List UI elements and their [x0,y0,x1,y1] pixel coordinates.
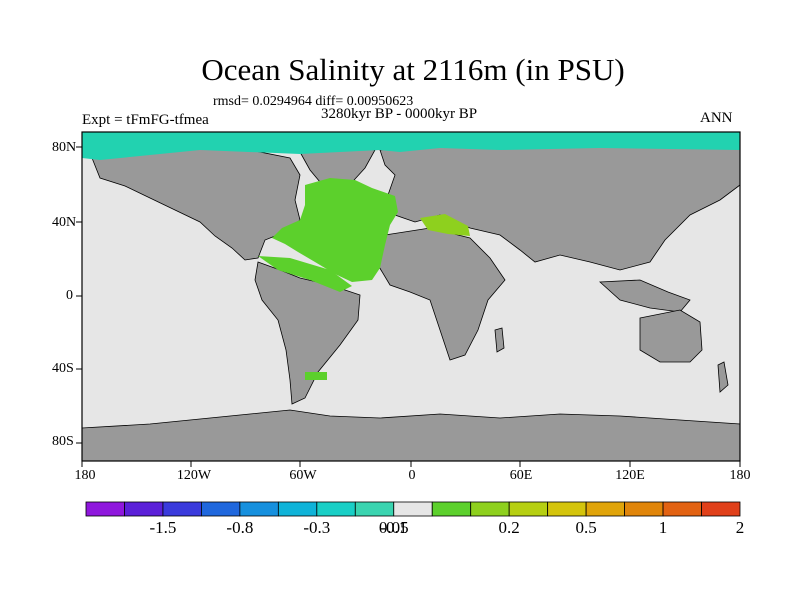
colorbar-swatch [585,501,625,517]
colorbar-swatch [201,501,241,517]
colorbar-label: -0.3 [303,518,331,537]
colorbar-swatch [508,501,549,517]
y-tick-label: 40S [52,361,74,376]
colorbar-swatch [239,501,279,517]
colorbar-swatch [316,501,356,517]
x-tick-label: 60E [509,468,533,483]
experiment-label: Expt = tFmFG-tfmea [82,112,209,128]
maritime-continent [599,279,691,313]
land-masses [81,139,741,462]
x-tick-label: 60W [289,468,317,483]
axis-ticks [76,146,741,467]
season-label: ANN [700,110,733,126]
colorbar-label: 2 [735,518,745,537]
y-tick-label: 0 [66,288,73,303]
x-tick-label: 180 [74,468,96,483]
colorbar-swatch [701,501,741,517]
new-zealand [717,361,729,393]
y-tick-label: 80N [52,140,77,155]
colorbar-swatch [354,501,395,517]
colorbar-swatch [162,501,202,517]
madagascar [494,327,505,353]
x-tick-label: 120E [615,468,645,483]
colorbar-swatch [124,501,164,517]
y-tick-label: 40N [52,215,77,230]
x-tick-label: 180 [729,468,751,483]
colorbar-label: 0.2 [498,518,520,537]
colorbar-swatch [662,501,702,517]
colorbar-swatch [431,501,472,517]
africa [377,227,506,361]
south-atlantic-patch [305,372,327,380]
colorbar-swatch [85,501,125,517]
colorbar-label: 0.05 [378,518,409,537]
arctic-salinity-anomaly [82,132,740,160]
colorbar-swatch [624,501,664,517]
y-tick-label: 80S [52,434,74,449]
mediterranean-salinity-anomaly [420,214,470,236]
stats-line: rmsd= 0.0294964 diff= 0.00950623 [213,94,414,109]
x-tick-label: 0 [408,468,416,483]
caribbean-salinity-anomaly [258,256,352,292]
colorbar-swatch [547,501,587,517]
x-tick-label: 120W [176,468,212,483]
colorbar-label: -0.8 [226,518,254,537]
colorbar [85,501,741,517]
period-label: 3280kyr BP - 0000kyr BP [321,106,478,122]
colorbar-swatch [393,501,433,517]
australia [639,309,703,363]
plot-title: Ocean Salinity at 2116m (in PSU) [201,52,625,87]
colorbar-label: -1.5 [149,518,177,537]
colorbar-swatch [470,501,510,517]
colorbar-label: 0.5 [575,518,597,537]
colorbar-label: 1 [658,518,668,537]
colorbar-swatch [277,501,318,517]
colorbar-label: -0.1 [380,518,408,537]
atlantic-salinity-anomaly [272,178,398,282]
